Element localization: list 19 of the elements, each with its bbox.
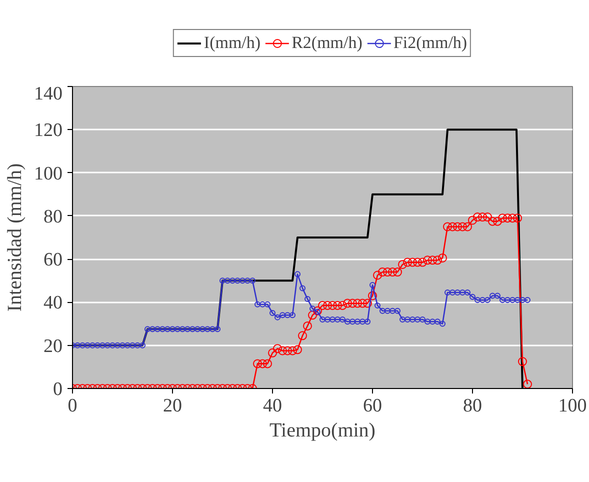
y-tick-label: 120 bbox=[34, 120, 62, 142]
legend-label: Fi2(mm/h) bbox=[393, 33, 468, 53]
y-tick-label: 80 bbox=[44, 206, 62, 228]
legend-label: R2(mm/h) bbox=[292, 33, 362, 53]
x-tick-label: 60 bbox=[363, 396, 382, 416]
y-tick-label: 40 bbox=[44, 292, 62, 314]
x-tick-label: 100 bbox=[558, 396, 587, 416]
x-tick-label: 40 bbox=[263, 396, 282, 416]
x-tick-label: 20 bbox=[163, 396, 182, 416]
x-axis-title: Tiempo(min) bbox=[270, 420, 376, 442]
y-axis-title: Intensidad (mm/h) bbox=[4, 163, 26, 312]
y-tick-label: 60 bbox=[44, 250, 62, 271]
y-tick-label: 140 bbox=[34, 84, 62, 104]
legend-label: I(mm/h) bbox=[204, 33, 261, 53]
x-tick-label: 0 bbox=[68, 396, 78, 416]
x-tick-label: 80 bbox=[463, 396, 482, 416]
y-tick-label: 0 bbox=[53, 379, 62, 400]
y-tick-label: 20 bbox=[44, 336, 62, 357]
y-tick-label: 100 bbox=[34, 163, 62, 184]
